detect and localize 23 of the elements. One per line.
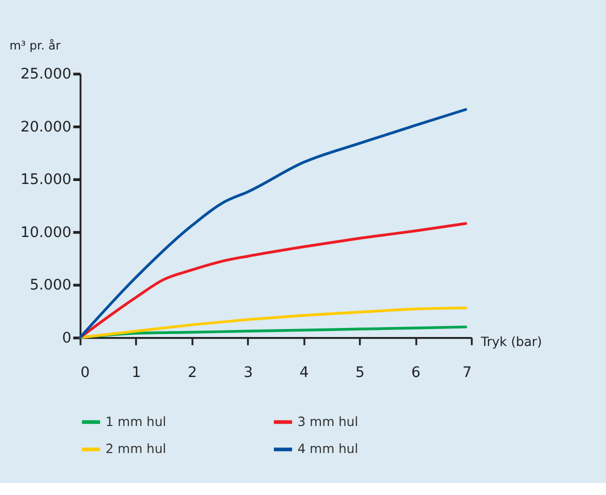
y-tick-label: 25.000: [20, 66, 72, 83]
x-tick-label: 7: [462, 364, 472, 382]
legend-label: 2 mm hul: [106, 442, 166, 458]
y-tick-label: 20.000: [20, 118, 72, 136]
legend-label: 4 mm hul: [298, 442, 358, 458]
y-tick-label: 5.000: [30, 276, 72, 294]
y-tick-label: 15.000: [20, 171, 72, 188]
y-tick-label: 10.000: [20, 224, 72, 241]
line-series: [78, 222, 468, 339]
line-series: [78, 306, 468, 339]
legend-label: 1 mm hul: [106, 414, 166, 430]
x-tick-label: 5: [355, 364, 365, 382]
x-tick-label: 1: [132, 364, 142, 382]
line-series: [78, 108, 468, 339]
x-tick-label: 0: [80, 364, 90, 382]
x-tick-label: 2: [188, 364, 197, 382]
legend-label: 3 mm hul: [298, 414, 358, 430]
x-tick-label: 3: [244, 364, 253, 382]
x-axis-title: Tryk (bar): [480, 335, 542, 350]
y-axis-title: m³ pr. år: [10, 38, 61, 53]
y-tick-label: 0: [62, 330, 72, 346]
x-tick-label: 6: [411, 364, 421, 382]
x-tick-label: 4: [299, 364, 309, 382]
